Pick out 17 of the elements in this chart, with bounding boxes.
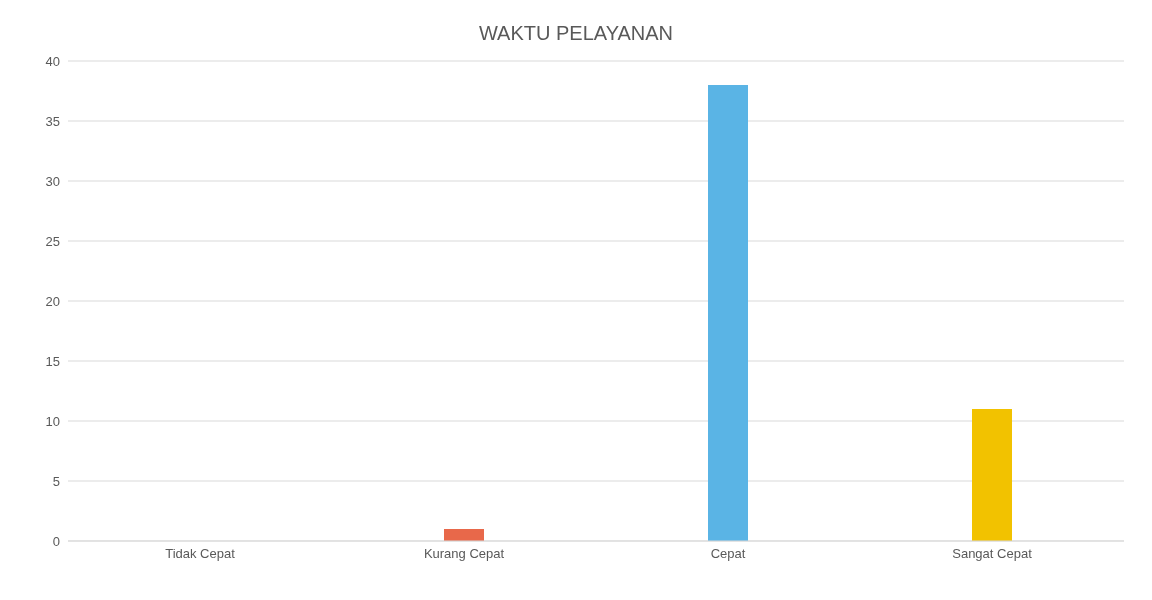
bar — [972, 409, 1012, 541]
y-tick-label: 10 — [45, 413, 60, 429]
chart-title: WAKTU PELAYANAN — [477, 21, 675, 46]
y-tick-label: 15 — [45, 353, 60, 369]
y-tick-label: 35 — [45, 113, 60, 129]
y-tick-label: 25 — [45, 233, 60, 249]
y-tick-label: 40 — [45, 53, 60, 69]
y-tick-label: 0 — [52, 533, 60, 549]
y-tick-label: 20 — [45, 293, 60, 309]
x-tick-label: Tidak Cepat — [165, 546, 236, 562]
bar — [444, 529, 484, 541]
x-tick-label: Sangat Cepat — [952, 546, 1033, 562]
y-tick-label: 30 — [45, 173, 60, 189]
x-tick-label: Cepat — [710, 546, 746, 562]
bar — [708, 85, 748, 541]
x-tick-label: Kurang Cepat — [423, 546, 505, 562]
y-tick-label: 5 — [52, 473, 60, 489]
